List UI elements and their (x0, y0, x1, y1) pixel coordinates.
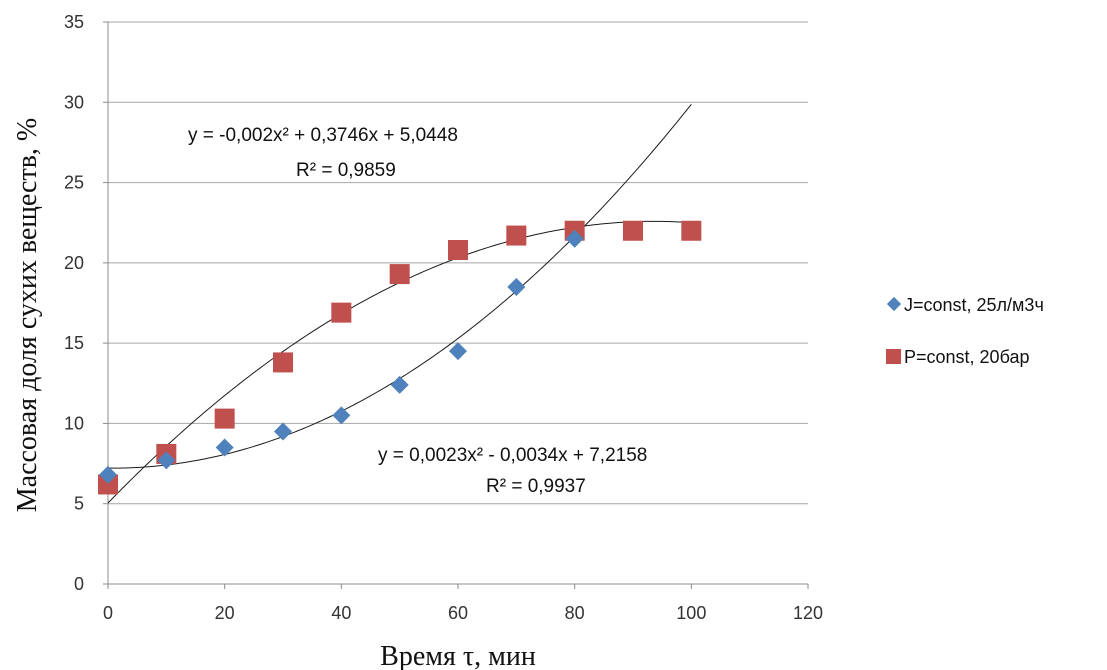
trendlines (107, 103, 692, 504)
data-point-j (332, 406, 351, 425)
data-point-j (215, 438, 234, 457)
trendline-r2-j: R² = 0,9937 (486, 476, 586, 497)
legend: J=const, 25л/м3ч P=const, 20бар (886, 295, 1044, 367)
y-tick-label: 25 (64, 173, 84, 193)
data-point-j (99, 465, 117, 484)
data-point-j (390, 375, 409, 394)
y-tick-label: 5 (74, 494, 84, 514)
x-tick-label: 40 (331, 603, 351, 623)
y-tick-label: 10 (64, 413, 84, 433)
trendline-equation-p: y = -0,002x² + 0,3746x + 5,0448 (188, 125, 458, 146)
y-tick-label: 30 (64, 92, 84, 112)
data-point-p (681, 220, 702, 241)
y-tick-label: 15 (64, 333, 84, 353)
data-point-p (98, 474, 118, 495)
y-tick-labels: 0 5 10 15 20 25 30 35 (64, 12, 84, 594)
x-tick-label: 80 (565, 603, 585, 623)
trendline-equation-j: y = 0,0023x² - 0,0034x + 7,2158 (378, 445, 647, 466)
data-point-p (506, 225, 527, 246)
x-tick-label: 120 (793, 603, 823, 623)
y-axis-title: Массовая доля сухих веществ, % (12, 118, 43, 513)
x-tick-label: 100 (676, 603, 706, 623)
x-axis-title: Время τ, мин (380, 641, 536, 670)
data-points (98, 220, 702, 495)
data-point-p (273, 352, 293, 373)
data-point-j (449, 342, 467, 361)
data-point-p (331, 302, 352, 323)
data-point-j (157, 451, 176, 470)
data-point-j (274, 422, 292, 441)
data-point-p (448, 240, 468, 261)
x-tick-labels: 0 20 40 60 80 100 120 (103, 603, 823, 623)
y-tick-label: 35 (64, 12, 84, 32)
data-point-j (565, 229, 584, 248)
y-tick-label: 20 (64, 253, 84, 273)
legend-marker-j (886, 296, 902, 312)
trendline-j (107, 103, 692, 469)
legend-marker-p (886, 349, 901, 364)
legend-label-p: P=const, 20бар (904, 347, 1029, 367)
data-point-p (623, 220, 643, 241)
trendline-r2-p: R² = 0,9859 (296, 160, 396, 181)
x-tick-label: 20 (215, 603, 235, 623)
x-tick-label: 0 (103, 603, 113, 623)
x-tick-label: 60 (448, 603, 468, 623)
y-tick-label: 0 (74, 574, 84, 594)
data-point-j (507, 277, 526, 296)
data-point-p (214, 408, 235, 429)
data-point-p (389, 264, 410, 285)
grid-lines (108, 21, 808, 505)
legend-label-j: J=const, 25л/м3ч (904, 295, 1044, 315)
